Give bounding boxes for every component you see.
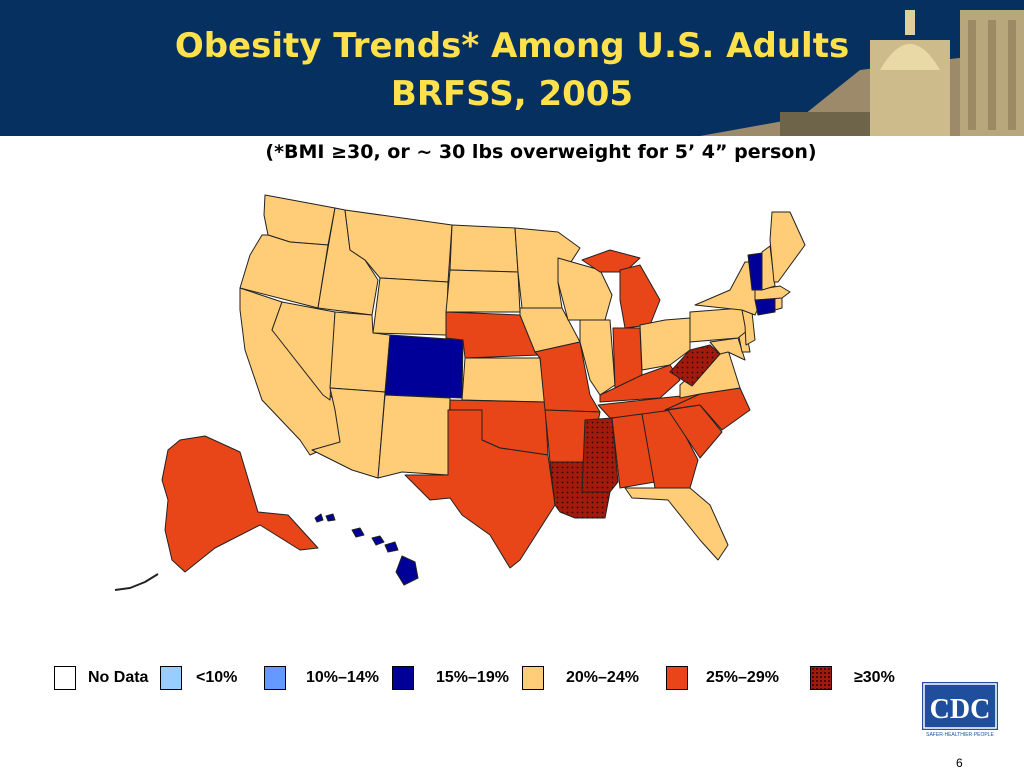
- state-sd: [445, 269, 521, 313]
- state-co: [384, 334, 464, 399]
- state-hi-lanai: [384, 541, 399, 553]
- state-ri: [774, 297, 783, 311]
- legend-swatch-ge30: [810, 666, 832, 690]
- title-line2: BRFSS, 2005: [390, 74, 634, 114]
- title-line1: Obesity Trends* Among U.S. Adults: [174, 26, 850, 66]
- legend-label-10-14: 10%–14%: [306, 669, 379, 686]
- state-nv: [271, 301, 336, 401]
- legend-swatch-20-24: [522, 666, 544, 690]
- state-ct: [754, 297, 776, 316]
- state-fl: [624, 487, 729, 561]
- state-ks: [461, 357, 546, 403]
- us-obesity-map: [114, 194, 806, 591]
- state-pa: [689, 307, 749, 343]
- state-hi-kauai: [314, 513, 324, 523]
- subtitle: (*BMI ≥30, or ~ 30 lbs overweight for 5’…: [265, 141, 817, 163]
- state-hi-molokai: [351, 527, 365, 538]
- state-ms: [581, 417, 619, 493]
- state-hi-oahu: [325, 513, 336, 522]
- cdc-logo-text: CDC: [930, 694, 991, 725]
- state-nm: [377, 394, 451, 479]
- capitol-photo-decoration: [700, 10, 1024, 136]
- state-nd: [449, 224, 519, 273]
- state-mi-up: [581, 249, 641, 273]
- legend-label-15-19: 15%–19%: [436, 669, 509, 686]
- cdc-logo: CDC SAFER·HEALTHIER·PEOPLE: [922, 682, 998, 738]
- state-ga: [641, 409, 699, 489]
- state-mi: [619, 264, 661, 329]
- legend-swatch-no-data: [54, 666, 76, 690]
- state-tx: [404, 409, 556, 569]
- state-hi-big: [395, 555, 419, 586]
- legend-swatch-lt10: [160, 666, 182, 690]
- cdc-logo-tagline: SAFER·HEALTHIER·PEOPLE: [926, 732, 994, 738]
- state-me: [769, 211, 806, 283]
- legend-swatch-25-29: [666, 666, 688, 690]
- legend-label-lt10: <10%: [196, 669, 238, 686]
- state-nh: [761, 245, 776, 291]
- legend-swatch-10-14: [264, 666, 286, 690]
- state-wy: [372, 277, 449, 336]
- legend-label-no-data: No Data: [88, 669, 149, 686]
- state-mn: [514, 227, 581, 309]
- state-hi-maui: [371, 535, 385, 546]
- state-ak-aleutians: [114, 573, 159, 591]
- legend-label-25-29: 25%–29%: [706, 669, 779, 686]
- legend-swatch-15-19: [392, 666, 414, 690]
- page-number: 6: [956, 756, 963, 770]
- legend-label-20-24: 20%–24%: [566, 669, 639, 686]
- state-wv: [669, 344, 721, 387]
- legend-label-ge30: ≥30%: [854, 669, 895, 686]
- state-ak: [161, 435, 319, 573]
- header-banner: Obesity Trends* Among U.S. Adults BRFSS,…: [0, 0, 1024, 136]
